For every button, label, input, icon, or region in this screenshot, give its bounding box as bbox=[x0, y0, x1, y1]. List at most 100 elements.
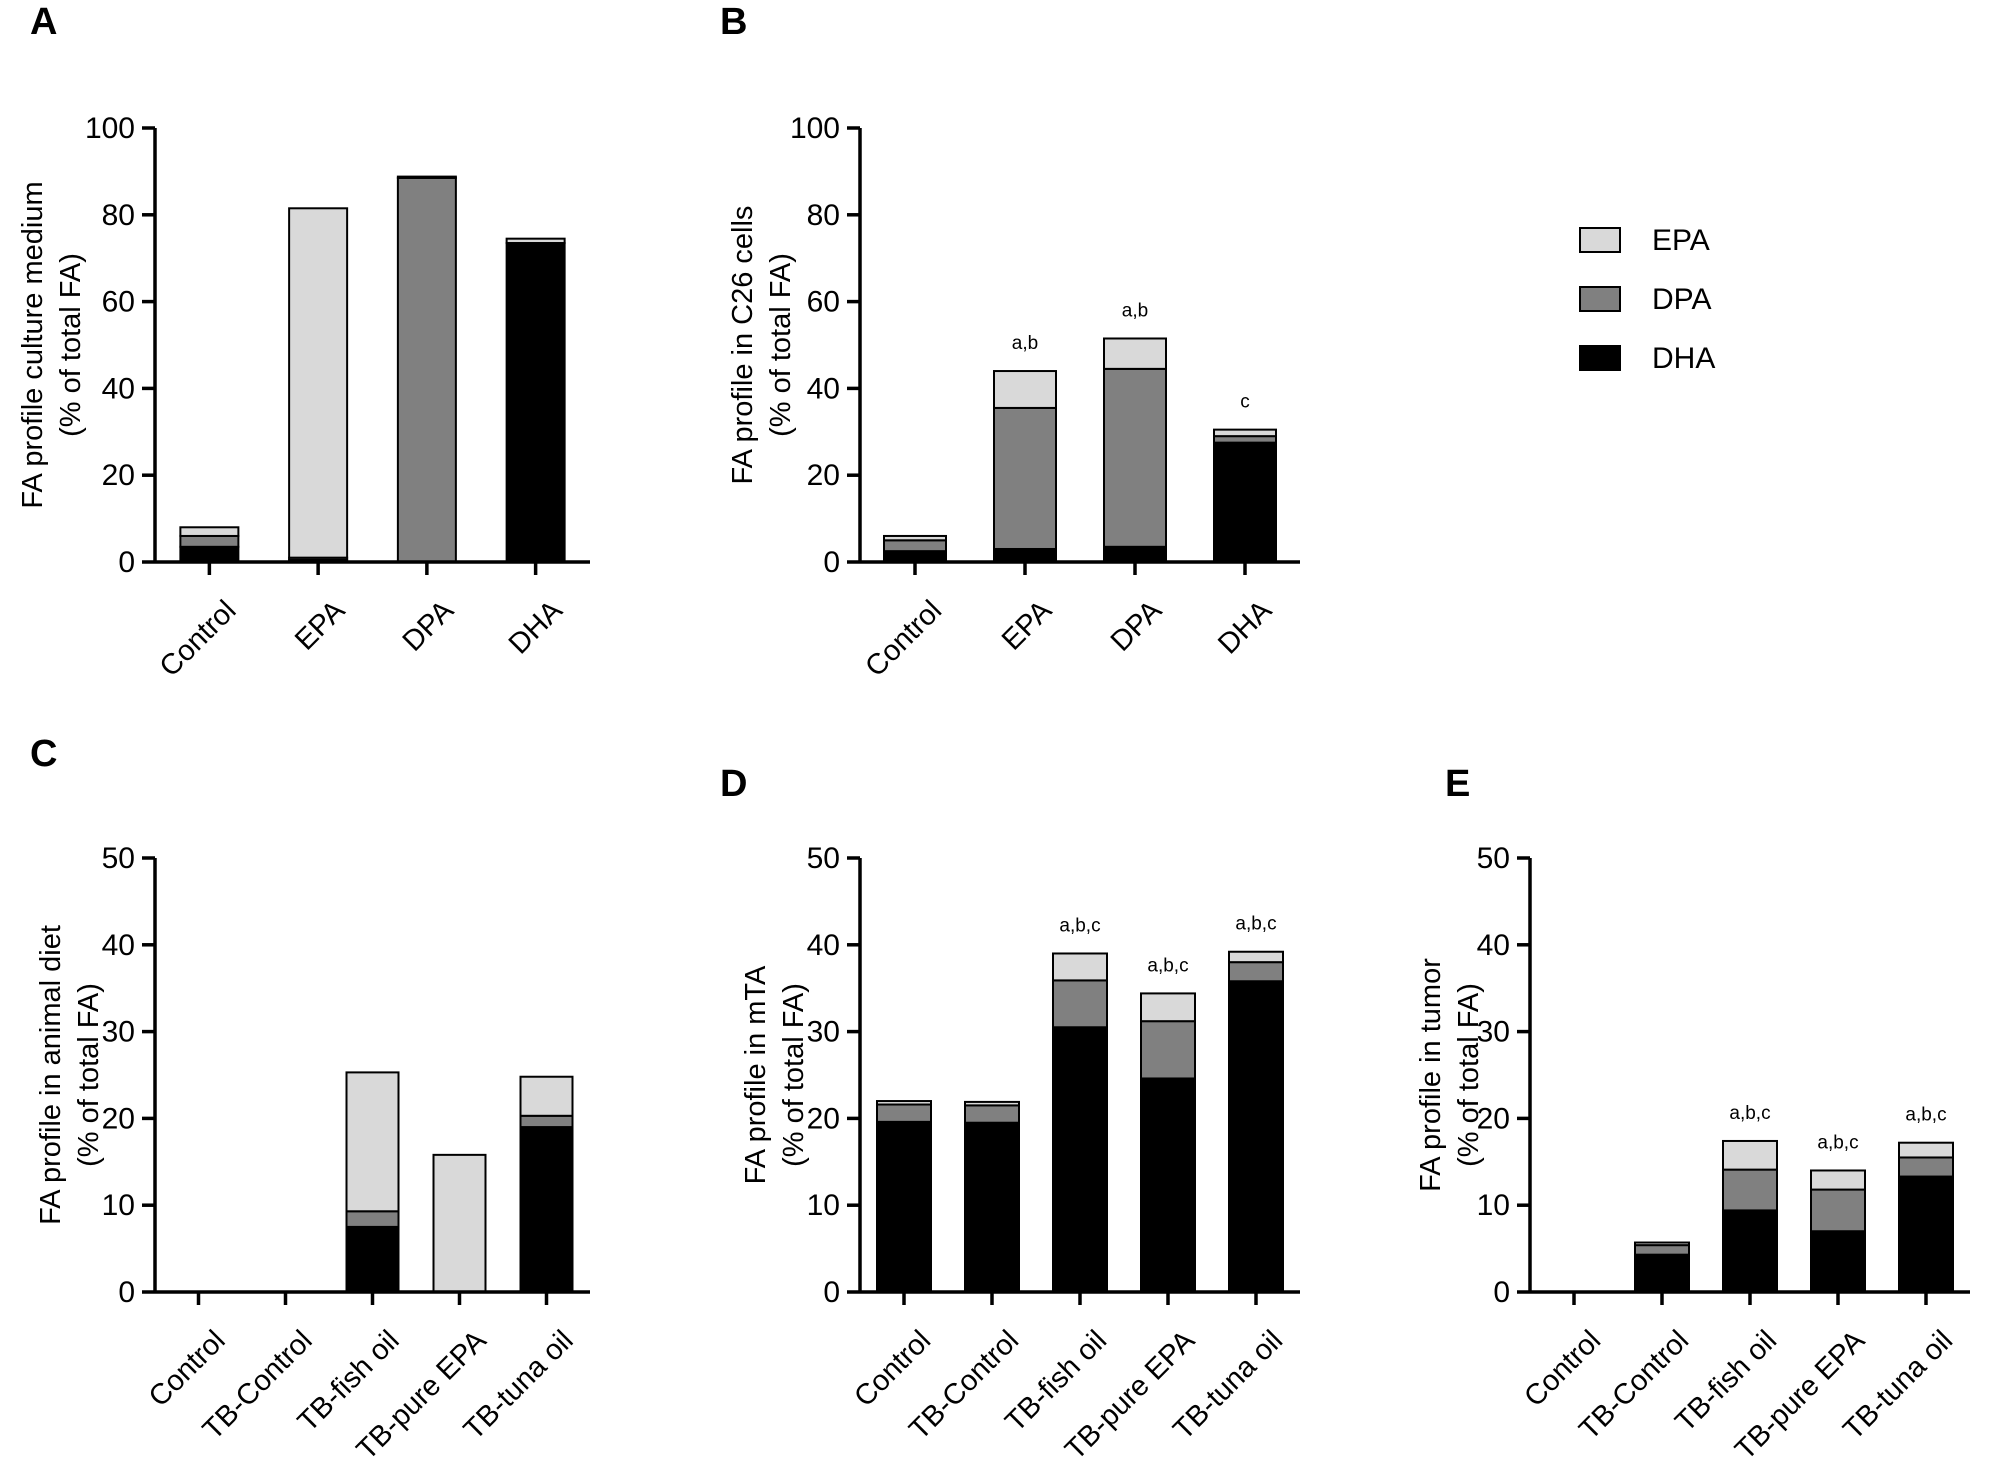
y-tick-label: 20 bbox=[807, 1102, 840, 1135]
chart-B: 0 20 40 60 80 100 FA profile in C26 cells (% of… bbox=[727, 112, 1300, 683]
y-tick-label: 40 bbox=[102, 929, 135, 962]
bar-epa-control bbox=[876, 1100, 932, 1106]
legend: EPA DPA DHA bbox=[1579, 224, 1715, 375]
bar-dpa-tb-control bbox=[1634, 1244, 1690, 1256]
bar-epa-tb-tuna-oil bbox=[519, 1075, 574, 1117]
bar-dpa-control bbox=[876, 1103, 932, 1123]
y-axis-label: FA profile in mTA bbox=[740, 965, 772, 1184]
bar-epa-tb-pure-epa bbox=[1810, 1169, 1866, 1191]
legend-label-epa: EPA bbox=[1652, 224, 1710, 257]
y-tick-label: 50 bbox=[1477, 842, 1510, 875]
bar-dha-dpa bbox=[1103, 545, 1167, 563]
legend-swatch-dpa bbox=[1579, 286, 1621, 312]
bar-epa-tb-fish-oil bbox=[345, 1071, 400, 1213]
panel-D: D 0 10 20 30 40 50 FA profile in mTA (% of tota… bbox=[720, 763, 1300, 1466]
y-tick-label: 80 bbox=[102, 199, 135, 232]
y-tick-label: 10 bbox=[1477, 1189, 1510, 1222]
panel-letter-A: A bbox=[30, 1, 57, 43]
x-tick-label: Control bbox=[859, 594, 948, 683]
y-axis-label: (% of total FA) bbox=[778, 983, 810, 1167]
significance-annotation: c bbox=[1240, 392, 1250, 413]
x-tick-label: DHA bbox=[503, 594, 569, 660]
bar-epa-tb-control bbox=[1634, 1241, 1690, 1247]
chart-E: 0 10 20 30 40 50 FA profile in tumor (% of tota… bbox=[1415, 842, 1970, 1466]
y-axis-label: FA profile in tumor bbox=[1415, 958, 1447, 1192]
significance-annotation: a,b,c bbox=[1817, 1132, 1858, 1153]
x-tick-label: Control bbox=[143, 1324, 232, 1413]
legend-swatch-epa bbox=[1579, 227, 1621, 253]
significance-annotation: a,b,c bbox=[1235, 914, 1276, 935]
bar-dha-tb-pure-epa bbox=[1810, 1230, 1866, 1293]
panel-C: C 0 10 20 30 40 50 FA profile in animal diet (%… bbox=[30, 733, 590, 1466]
bar-dha-dha bbox=[505, 242, 566, 563]
bar-dpa-control bbox=[883, 539, 947, 553]
y-tick-label: 60 bbox=[102, 286, 135, 319]
bar-dha-tb-pure-epa bbox=[1140, 1077, 1196, 1294]
bar-epa-control bbox=[179, 526, 240, 537]
x-tick-label: Control bbox=[1518, 1324, 1607, 1413]
bar-epa-tb-control bbox=[964, 1100, 1020, 1107]
bar-dpa-tb-tuna-oil bbox=[1228, 961, 1284, 983]
bar-epa-tb-fish-oil bbox=[1052, 952, 1108, 982]
significance-annotation: a,b,c bbox=[1729, 1103, 1770, 1124]
y-tick-label: 20 bbox=[102, 1102, 135, 1135]
bar-dpa-tb-fish-oil bbox=[1052, 979, 1108, 1029]
significance-annotation: a,b,c bbox=[1059, 915, 1100, 936]
y-tick-label: 20 bbox=[1477, 1102, 1510, 1135]
significance-annotation: a,b bbox=[1012, 333, 1038, 354]
bar-epa-dha bbox=[505, 237, 566, 245]
y-axis-label: FA profile in animal diet bbox=[35, 925, 67, 1225]
bar-dpa-tb-control bbox=[964, 1104, 1020, 1124]
bar-dpa-dpa bbox=[1103, 367, 1167, 548]
y-tick-label: 30 bbox=[1477, 1016, 1510, 1049]
bar-epa-dpa bbox=[396, 175, 457, 179]
y-tick-label: 80 bbox=[807, 199, 840, 232]
bar-dha-control bbox=[876, 1120, 932, 1293]
y-axis-label: (% of total FA) bbox=[55, 253, 87, 437]
bar-dha-tb-tuna-oil bbox=[1228, 980, 1284, 1293]
bar-dpa-tb-fish-oil bbox=[345, 1210, 400, 1228]
panel-letter-D: D bbox=[720, 763, 747, 805]
panel-letter-E: E bbox=[1445, 763, 1470, 805]
chart-D: 0 10 20 30 40 50 FA profile in mTA (% of total … bbox=[740, 842, 1300, 1466]
panel-letter-C: C bbox=[30, 733, 57, 775]
bar-epa-epa bbox=[993, 370, 1057, 409]
bar-epa-tb-pure-epa bbox=[432, 1153, 487, 1293]
y-tick-label: 20 bbox=[807, 459, 840, 492]
panel-A: A 0 20 40 60 80 100 FA profile culture medium(… bbox=[17, 1, 590, 683]
bar-epa-tb-tuna-oil bbox=[1898, 1141, 1954, 1159]
x-tick-label: Control bbox=[848, 1324, 937, 1413]
y-axis-label: (% of total FA) bbox=[1453, 983, 1485, 1167]
x-tick-label: DHA bbox=[1212, 594, 1278, 660]
legend-swatch-dha bbox=[1579, 345, 1621, 371]
y-axis-label: (% of total FA) bbox=[765, 253, 797, 437]
bar-epa-tb-fish-oil bbox=[1722, 1139, 1778, 1171]
bar-dpa-tb-fish-oil bbox=[1722, 1168, 1778, 1212]
panel-E: E 0 10 20 30 40 50 FA profile in tumor (% of to… bbox=[1415, 763, 1970, 1466]
bar-dha-tb-control bbox=[1634, 1253, 1690, 1294]
y-tick-label: 40 bbox=[102, 372, 135, 405]
bar-dha-dha bbox=[1213, 441, 1277, 563]
y-tick-label: 10 bbox=[102, 1189, 135, 1222]
y-tick-label: 0 bbox=[823, 546, 840, 579]
x-tick-label: DPA bbox=[1105, 594, 1169, 658]
x-tick-label: EPA bbox=[996, 594, 1059, 657]
bar-dha-control bbox=[179, 545, 240, 563]
bar-epa-control bbox=[883, 534, 947, 542]
bar-dpa-tb-pure-epa bbox=[1140, 1020, 1196, 1080]
y-tick-label: 50 bbox=[807, 842, 840, 875]
bar-epa-tb-pure-epa bbox=[1140, 992, 1196, 1023]
x-tick-label: Control bbox=[154, 594, 243, 683]
bar-epa-dpa bbox=[1103, 337, 1167, 370]
y-tick-label: 0 bbox=[118, 546, 135, 579]
bar-dha-tb-tuna-oil bbox=[519, 1126, 574, 1293]
y-tick-label: 40 bbox=[807, 929, 840, 962]
y-tick-label: 40 bbox=[807, 372, 840, 405]
significance-annotation: a,b bbox=[1122, 300, 1148, 321]
bar-dha-tb-control bbox=[964, 1121, 1020, 1293]
y-tick-label: 0 bbox=[118, 1276, 135, 1309]
y-tick-label: 30 bbox=[807, 1016, 840, 1049]
x-tick-label: DPA bbox=[397, 594, 461, 658]
bar-dpa-dpa bbox=[396, 176, 457, 563]
bar-dha-tb-fish-oil bbox=[1052, 1026, 1108, 1293]
